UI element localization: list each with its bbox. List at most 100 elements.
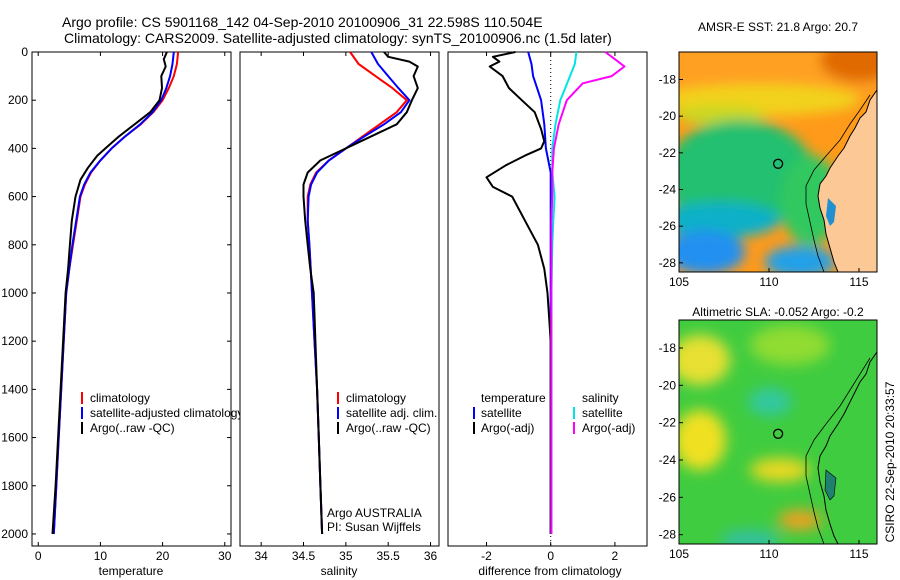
legend-satellite-label: satellite-adjusted climatology	[90, 406, 243, 420]
y-tick-label: 1200	[1, 334, 28, 348]
y-tick-label: 200	[8, 93, 28, 107]
sst-profile-marker	[772, 158, 784, 169]
sla-yellow-west	[679, 410, 726, 470]
sst-warm-patch	[820, 52, 877, 82]
sst-bay	[826, 198, 836, 226]
map-x-tick-label: 105	[669, 547, 689, 561]
y-tick-label: 1000	[1, 286, 28, 300]
sst-map-title: AMSR-E SST: 21.8 Argo: 20.7	[698, 20, 858, 34]
map-y-tick-label: -18	[659, 73, 677, 87]
map-y-tick-label: -20	[659, 378, 677, 392]
temperature-xlabel: temperature	[99, 564, 164, 578]
x-tick-label: 35	[339, 549, 353, 563]
sst-cyan-band	[679, 202, 780, 238]
x-tick-label: 20	[156, 549, 170, 563]
map-x-tick-label: 115	[849, 547, 868, 561]
series-line-temperature-argo-adj-	[485, 51, 552, 534]
sst-blue-patch	[679, 230, 745, 272]
map-x-tick-label: 110	[759, 275, 778, 289]
difference-panel: -2 0 2 difference from climatology tempera…	[447, 51, 648, 578]
y-tick-label: 1400	[1, 382, 28, 396]
legend-salinity-heading: salinity	[582, 391, 619, 405]
temperature-legend: climatology satellite-adjusted climatolo…	[81, 391, 243, 435]
side-timestamp-label: CSIRO 22-Sep-2010 20:33:57	[883, 381, 897, 542]
map-y-tick-label: -22	[659, 146, 677, 160]
figure-title-line2: Climatology: CARS2009. Satellite-adjuste…	[64, 30, 612, 46]
y-tick-label: 1800	[1, 479, 28, 493]
legend-sal-satellite-label: satellite	[582, 406, 623, 420]
legend-argo-label: Argo(..raw -QC)	[90, 421, 175, 435]
difference-xlabel: difference from climatology	[478, 564, 621, 578]
temperature-panel: 0 10 20 30 0 200 400 600 800 1000 1200 1400 1600 1800…	[1, 45, 243, 578]
x-tick-label: 34.5	[292, 549, 316, 563]
y-tick-label: 800	[8, 238, 28, 252]
difference-legend: temperature satellite Argo(-adj) salinit…	[473, 391, 635, 435]
sla-profile-marker	[772, 428, 784, 439]
map-y-tick-label: -20	[659, 109, 677, 123]
sla-light-green-n	[750, 325, 830, 365]
series-line-salinity-argo-adj-	[550, 51, 626, 534]
map-x-tick-label: 105	[669, 275, 689, 289]
map-y-tick-label: -26	[659, 490, 677, 504]
x-tick-label: 35.5	[377, 549, 401, 563]
legend-climatology-label: climatology	[90, 391, 150, 405]
x-tick-label: 10	[94, 549, 108, 563]
legend-climatology-label: climatology	[346, 391, 406, 405]
x-tick-label: 36	[424, 549, 438, 563]
sla-cyan-south	[720, 530, 780, 544]
sst-coastline	[817, 89, 877, 272]
sla-map: Altimetric SLA: -0.052 Argo: -0.2 105 110…	[659, 305, 878, 561]
x-tick-label: 0	[35, 549, 42, 563]
x-tick-label: -2	[481, 549, 492, 563]
sst-map-frame	[678, 51, 878, 273]
sst-yellow-patch	[679, 105, 765, 125]
sst-blue-east	[765, 246, 835, 272]
map-y-tick-label: -18	[659, 341, 677, 355]
x-tick-label: 2	[612, 549, 619, 563]
credit-line2: PI: Susan Wijffels	[327, 520, 421, 534]
x-tick-label: 0	[547, 549, 554, 563]
map-x-tick-label: 110	[759, 547, 778, 561]
sst-map: AMSR-E SST: 21.8 Argo: 20.7 105 110 115 -18…	[659, 20, 878, 289]
sst-land	[818, 90, 877, 272]
credit-line1: Argo AUSTRALIA	[327, 506, 422, 520]
sla-shelf-line	[805, 357, 871, 544]
y-tick-label: 400	[8, 141, 28, 155]
series-line-argo-raw-qc-	[302, 51, 419, 535]
sla-bay	[824, 469, 837, 501]
legend-argo-label: Argo(..raw -QC)	[346, 421, 431, 435]
sla-coastline	[817, 351, 877, 544]
y-tick-label: 2000	[1, 527, 28, 541]
sst-shelf-line	[805, 94, 871, 272]
map-y-tick-label: -28	[659, 528, 677, 542]
legend-temp-satellite-label: satellite	[481, 406, 522, 420]
sla-cyan-patch	[748, 388, 792, 416]
legend-sal-argo-label: Argo(-adj)	[582, 421, 635, 435]
legend-temperature-heading: temperature	[481, 391, 546, 405]
salinity-panel: 34 34.5 35 35.5 36 salinity climatology sate…	[239, 51, 440, 578]
map-y-tick-label: -26	[659, 219, 677, 233]
salinity-axes-frame	[239, 51, 440, 547]
sla-map-title: Altimetric SLA: -0.052 Argo: -0.2	[692, 305, 864, 319]
sla-yellow-nw	[679, 335, 730, 385]
map-y-tick-label: -24	[659, 183, 677, 197]
figure-title-line1: Argo profile: CS 5901168_142 04-Sep-2010…	[62, 14, 543, 30]
sla-yellow-center	[750, 458, 810, 482]
x-tick-label: 30	[218, 549, 232, 563]
y-tick-label: 0	[21, 45, 28, 59]
map-y-tick-label: -22	[659, 416, 677, 430]
map-y-tick-label: -28	[659, 256, 677, 270]
sla-orange-patch	[778, 510, 822, 530]
x-tick-label: 34	[254, 549, 268, 563]
legend-temp-argo-label: Argo(-adj)	[481, 421, 534, 435]
sla-map-frame	[678, 319, 878, 545]
y-tick-label: 600	[8, 190, 28, 204]
map-y-tick-label: -24	[659, 453, 677, 467]
y-tick-label: 1600	[1, 431, 28, 445]
legend-satellite-label: satellite adj. clim.	[346, 406, 437, 420]
series-line-argo-raw-qc-	[51, 51, 168, 535]
map-x-tick-label: 115	[849, 275, 868, 289]
salinity-xlabel: salinity	[321, 564, 358, 578]
salinity-legend: climatology satellite adj. clim. Argo(..…	[337, 391, 437, 435]
